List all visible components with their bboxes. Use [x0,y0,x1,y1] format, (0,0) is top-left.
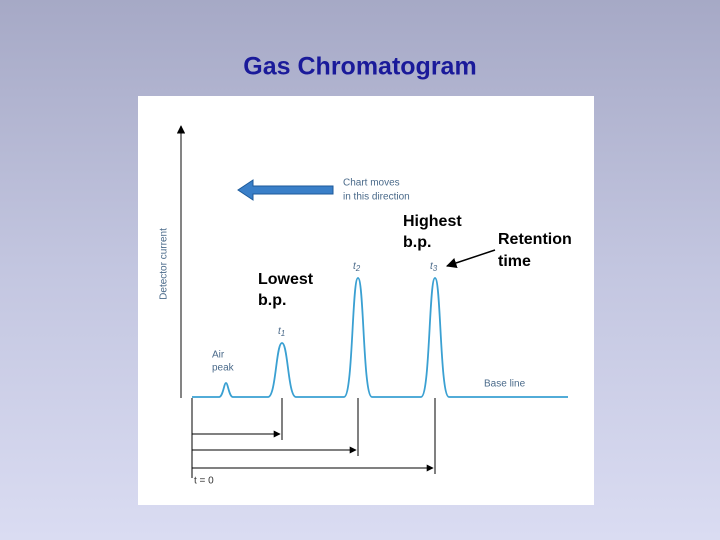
annotation: Highest [403,213,462,230]
air-peak-label: peak [212,363,235,374]
baseline-label: Base line [484,379,526,390]
start-label: t = 0 [194,476,214,487]
pointer-arrow [446,249,496,268]
peak-label: t2 [353,261,361,273]
annotation: Lowest [258,271,314,288]
chromatogram-trace [192,277,568,398]
figure-panel [138,96,594,505]
peak-symbol: t [430,261,434,272]
peak-subscript: 2 [355,264,361,273]
direction-label: Chart moves [343,178,400,189]
peak-symbol: t [353,261,357,272]
direction-label: in this direction [343,192,410,203]
slide-title: Gas Chromatogram [243,53,476,81]
peak-symbol: t [278,326,282,337]
y-axis-label: Detector current [159,228,170,300]
peak-label: t3 [430,261,438,273]
air-peak-label: Air [212,350,225,361]
peak-label: t1 [278,326,285,338]
annotation: time [498,253,531,270]
retention-arrows [191,398,436,478]
direction-arrow [237,179,334,201]
annotation: Retention [498,231,572,248]
annotation: b.p. [258,292,286,309]
annotation: b.p. [403,234,431,251]
peak-subscript: 3 [433,264,438,273]
peak-subscript: 1 [281,329,285,338]
